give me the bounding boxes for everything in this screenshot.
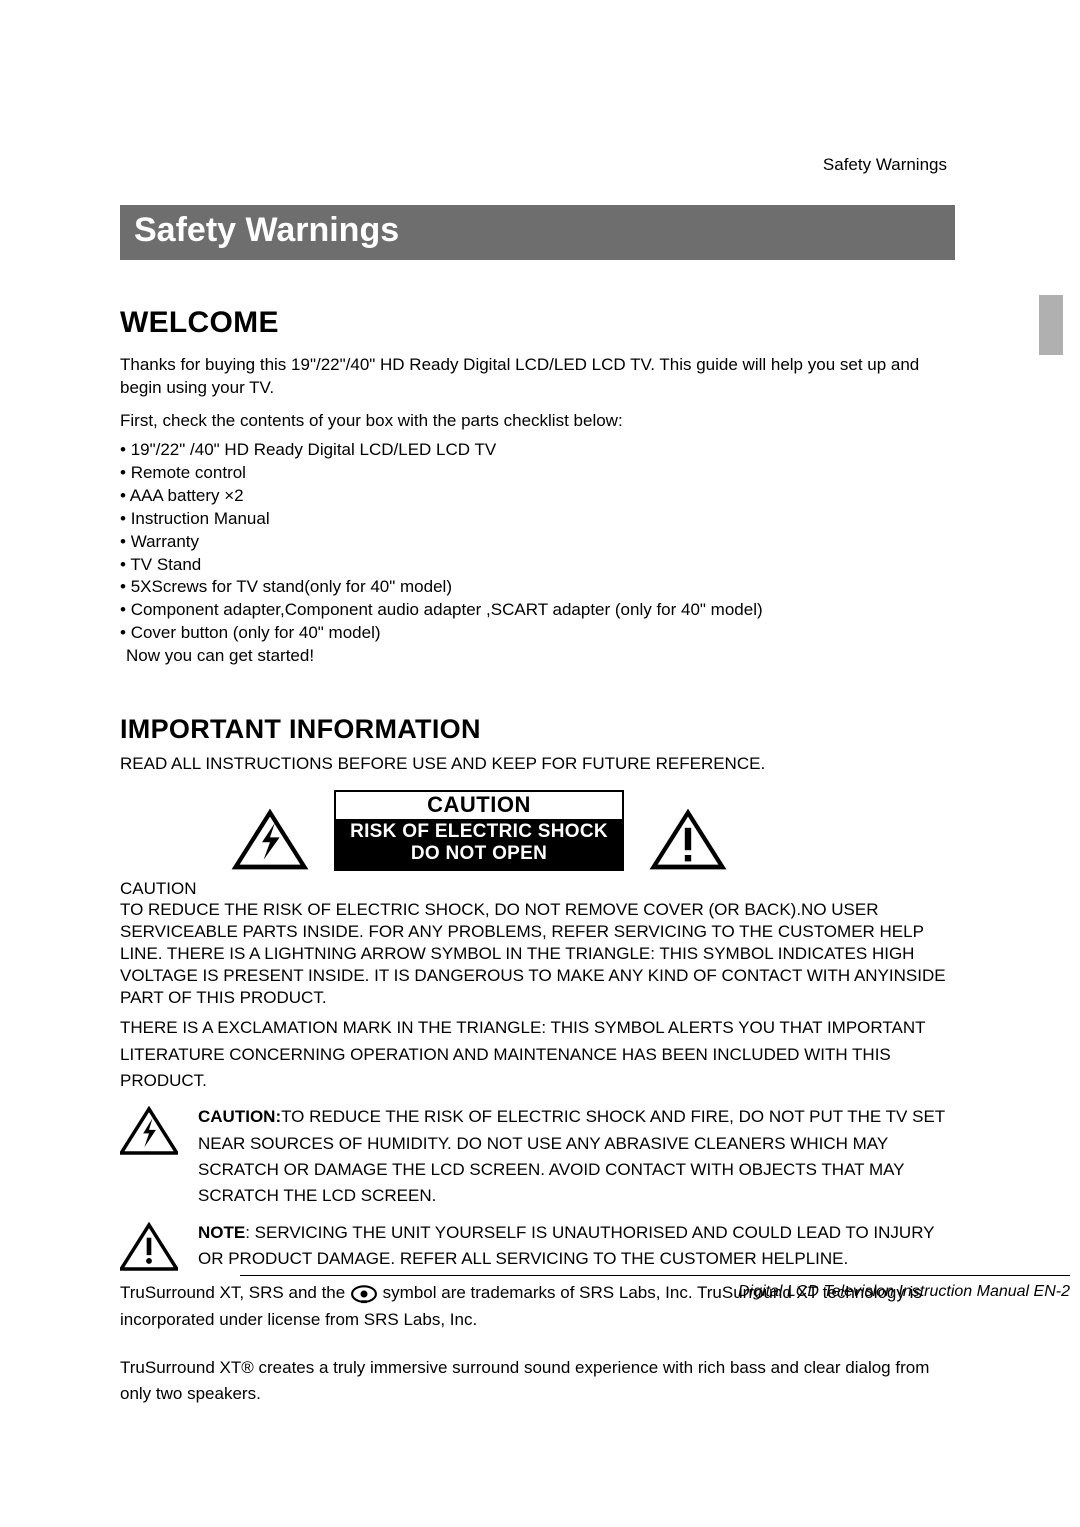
caution-label: CAUTION xyxy=(120,879,955,899)
page-tab-marker xyxy=(1039,295,1063,355)
caution-note-text: CAUTION:TO REDUCE THE RISK OF ELECTRIC S… xyxy=(198,1104,955,1209)
list-item: Instruction Manual xyxy=(120,508,955,531)
caution-note-body: TO REDUCE THE RISK OF ELECTRIC SHOCK AND… xyxy=(198,1107,945,1205)
caution-box-line2: DO NOT OPEN xyxy=(340,843,618,865)
read-all-text: READ ALL INSTRUCTIONS BEFORE USE AND KEE… xyxy=(120,753,955,776)
srs-description: TruSurround XT® creates a truly immersiv… xyxy=(120,1355,955,1408)
welcome-intro: Thanks for buying this 19"/22"/40" HD Re… xyxy=(120,354,955,400)
list-item: Remote control xyxy=(120,462,955,485)
parts-checklist: 19"/22" /40" HD Ready Digital LCD/LED LC… xyxy=(120,439,955,668)
footer-text: Digital LCD Television Instruction Manua… xyxy=(240,1283,1070,1301)
title-bar: Safety Warnings xyxy=(120,205,955,260)
note-label: NOTE xyxy=(198,1223,245,1242)
list-item: Cover button (only for 40" model) xyxy=(120,622,955,645)
exclamation-triangle-small-icon xyxy=(120,1222,178,1272)
list-item: AAA battery ×2 xyxy=(120,485,955,508)
caution-symbol-row: CAUTION RISK OF ELECTRIC SHOCK DO NOT OP… xyxy=(230,790,955,871)
lightning-triangle-icon xyxy=(230,807,310,871)
welcome-check-intro: First, check the contents of your box wi… xyxy=(120,410,955,433)
exclamation-triangle-icon xyxy=(648,807,728,871)
note-text: NOTE: SERVICING THE UNIT YOURSELF IS UNA… xyxy=(198,1220,955,1273)
lightning-triangle-small-icon xyxy=(120,1106,178,1156)
caution-note-label: CAUTION: xyxy=(198,1107,281,1126)
list-item: 19"/22" /40" HD Ready Digital LCD/LED LC… xyxy=(120,439,955,462)
list-item: Component adapter,Component audio adapte… xyxy=(120,599,955,622)
caution-note-row: CAUTION:TO REDUCE THE RISK OF ELECTRIC S… xyxy=(120,1104,955,1209)
footer-rule xyxy=(240,1275,1070,1276)
caution-box-line1: RISK OF ELECTRIC SHOCK xyxy=(340,821,618,843)
caution-box-top: CAUTION xyxy=(336,792,622,819)
welcome-heading: WELCOME xyxy=(120,306,955,340)
list-item: TV Stand xyxy=(120,554,955,577)
list-item: Warranty xyxy=(120,531,955,554)
welcome-outro: Now you can get started! xyxy=(126,645,955,668)
caution-box: CAUTION RISK OF ELECTRIC SHOCK DO NOT OP… xyxy=(334,790,624,871)
list-item: 5XScrews for TV stand(only for 40" model… xyxy=(120,576,955,599)
caution-para-2: THERE IS A EXCLAMATION MARK IN THE TRIAN… xyxy=(120,1015,955,1094)
caution-box-bottom: RISK OF ELECTRIC SHOCK DO NOT OPEN xyxy=(336,819,622,869)
note-row: NOTE: SERVICING THE UNIT YOURSELF IS UNA… xyxy=(120,1220,955,1273)
important-heading: IMPORTANT INFORMATION xyxy=(120,714,955,745)
note-body: : SERVICING THE UNIT YOURSELF IS UNAUTHO… xyxy=(198,1223,934,1268)
caution-para-1: TO REDUCE THE RISK OF ELECTRIC SHOCK, DO… xyxy=(120,899,955,1009)
page-content: Safety Warnings Safety Warnings WELCOME … xyxy=(120,155,955,1408)
header-section-label: Safety Warnings xyxy=(120,155,955,175)
